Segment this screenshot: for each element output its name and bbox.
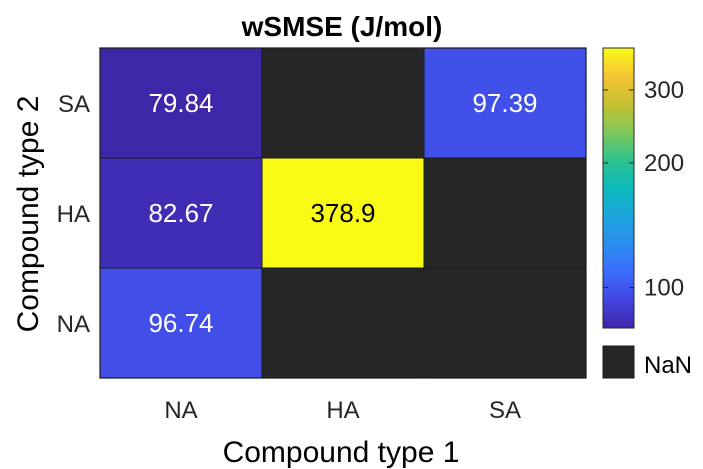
x-tick-labels: NA HA SA: [164, 397, 521, 424]
heatmap-cell-ha-ha: [261, 157, 425, 269]
colorbar-tick-label: 200: [644, 150, 684, 177]
x-tick-label: SA: [489, 397, 521, 424]
heatmap-cell-sa-sa: [423, 47, 587, 159]
x-tick-label: HA: [326, 397, 359, 424]
nan-legend-swatch: [602, 345, 635, 379]
y-axis-label: Compound type 2: [12, 96, 45, 333]
colorbar-tick-label: 100: [644, 275, 684, 302]
nan-legend-label: NaN: [644, 352, 692, 379]
x-axis-label: Compound type 1: [223, 436, 460, 469]
y-tick-label: NA: [57, 311, 90, 338]
y-tick-label: HA: [57, 201, 90, 228]
heatmap-cell-ha-na: [99, 157, 263, 269]
cell-value-label: 82.67: [148, 198, 213, 228]
chart-title: wSMSE (J/mol): [241, 11, 443, 42]
colorbar-ticks: 100 200 300: [603, 77, 684, 302]
y-tick-labels: SA HA NA: [57, 91, 90, 338]
heatmap-cell-sa-na: [99, 47, 263, 159]
heatmap-cell-na-na: [99, 267, 263, 379]
heatmap-cell-sa-ha: [261, 47, 425, 159]
heatmap-cells: 79.84 97.39 82.67 378.9 96.74: [99, 47, 587, 379]
cell-value-label: 97.39: [472, 88, 537, 118]
cell-value-label: 96.74: [148, 308, 213, 338]
y-tick-label: SA: [58, 91, 90, 118]
colorbar-tick-label: 300: [644, 77, 684, 104]
heatmap-cell-na-sa: [423, 267, 587, 379]
colorbar: [602, 47, 635, 329]
x-tick-label: NA: [164, 397, 197, 424]
cell-value-label: 79.84: [148, 88, 213, 118]
plot-frame: [99, 47, 587, 379]
heatmap-cell-na-ha: [261, 267, 425, 379]
heatmap-cell-ha-sa: [423, 157, 587, 269]
cell-value-label: 378.9: [310, 198, 375, 228]
